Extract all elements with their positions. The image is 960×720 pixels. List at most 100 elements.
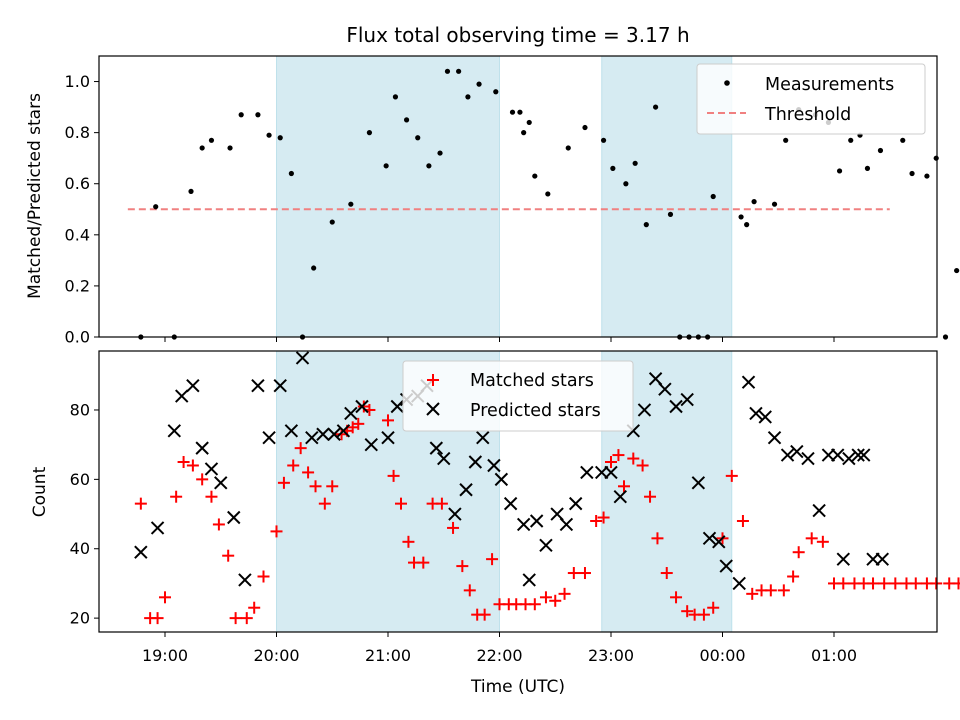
predicted-star-point — [429, 441, 444, 455]
measurement-point — [208, 137, 215, 143]
bottom-y-axis-label: Count — [30, 466, 50, 517]
measurement-point — [456, 68, 462, 74]
predicted-star-point — [613, 489, 627, 504]
predicted-star-point — [336, 424, 351, 438]
predicted-star-point — [134, 545, 148, 559]
bottom-ytick-label: 20 — [70, 609, 90, 628]
top-ytick-label: 0.2 — [65, 276, 90, 295]
predicted-star-point — [273, 378, 287, 393]
matched-star-point — [736, 514, 749, 527]
matched-star-point — [549, 594, 562, 607]
predicted-star-point — [355, 399, 369, 414]
xtick-label: 23:00 — [588, 646, 634, 665]
matched-star-point — [177, 456, 190, 469]
top-y-axis-label: Matched/Predicted stars — [25, 93, 45, 299]
matched-star-point — [644, 490, 657, 503]
predicted-star-point — [167, 424, 181, 438]
matched-star-point — [707, 601, 720, 614]
matched-star-point — [539, 591, 552, 604]
measurement-point — [771, 201, 778, 207]
matched-star-point — [660, 567, 673, 580]
top-ytick-label: 0.6 — [65, 174, 90, 193]
matched-star-point — [222, 549, 235, 562]
matched-star-point — [618, 480, 631, 493]
bottom-ytick-label: 80 — [70, 400, 90, 419]
measurement-point — [383, 163, 389, 169]
xtick-label: 21:00 — [365, 646, 411, 665]
predicted-star-point — [539, 538, 553, 552]
matched-star-point — [478, 608, 491, 621]
matched-star-point — [134, 497, 147, 510]
predicted-star-point — [459, 483, 473, 497]
measurement-point — [255, 112, 261, 118]
matched-star-point — [248, 601, 261, 614]
bottom-axes-frame — [98, 350, 938, 633]
measurement-point — [266, 132, 272, 138]
matched-star-point — [270, 525, 283, 538]
measurement-point — [864, 165, 871, 171]
measurement-point — [517, 109, 523, 115]
matched-star-point — [387, 469, 400, 482]
matched-star-point — [805, 532, 818, 545]
predicted-star-point — [712, 535, 726, 549]
matched-star-point — [486, 553, 499, 566]
measurement-point — [600, 137, 607, 143]
predicted-star-point — [831, 448, 845, 462]
matched-star-point — [318, 497, 331, 510]
predicted-star-point — [251, 378, 265, 393]
measurement-point — [632, 160, 638, 166]
legend-entry-measurements: Measurements — [765, 75, 894, 95]
matched-star-point — [212, 518, 225, 531]
predicted-star-point — [857, 448, 871, 462]
matched-star-point — [725, 469, 738, 482]
matched-star-point — [777, 584, 790, 597]
measurement-point — [532, 173, 538, 179]
measurement-point — [426, 163, 432, 169]
matched-star-point — [787, 570, 800, 583]
measurement-point — [329, 219, 335, 225]
bottom-ytick-label: 40 — [70, 539, 90, 558]
measurement-point — [710, 193, 716, 200]
predicted-star-point — [390, 399, 404, 414]
xtick-label: 20:00 — [253, 646, 299, 665]
measurement-point — [153, 204, 159, 210]
predicted-star-point — [658, 382, 672, 396]
measurement-point — [610, 165, 616, 171]
predicted-star-point — [295, 351, 310, 365]
measurement-point — [848, 137, 854, 143]
bottom-x-ticks: 19:00 20:00 21:00 22:00 23:00 00:00 01:00 — [142, 632, 857, 665]
matched-star-point — [764, 584, 777, 597]
measurement-point — [199, 145, 205, 151]
measurements-legend-marker — [724, 80, 730, 86]
measurement-point — [667, 211, 674, 217]
predicted-star-point — [468, 455, 483, 469]
measurement-point — [942, 334, 949, 340]
matched-star-point — [878, 577, 891, 590]
measurement-point — [924, 173, 930, 179]
predicted-star-point — [780, 448, 795, 462]
matched-star-point — [382, 414, 394, 427]
matched-star-point — [697, 608, 710, 621]
predicted-star-point — [503, 496, 518, 511]
measurement-point — [348, 201, 354, 207]
predicted-star-point — [559, 517, 574, 532]
predicted-star-point — [344, 406, 358, 421]
chart-title: Flux total observing time = 3.17 h — [346, 23, 689, 47]
predicted-star-point — [580, 465, 594, 480]
measurement-point — [909, 170, 915, 177]
matched-star-point — [867, 577, 880, 590]
measurement-points — [138, 68, 960, 340]
measurement-point — [744, 222, 750, 228]
matched-star-point — [909, 577, 922, 590]
measurement-point — [783, 137, 789, 143]
measurement-point — [877, 147, 884, 154]
top-ytick-label: 0.0 — [65, 328, 90, 347]
top-axes-frame — [98, 55, 938, 338]
bottom-panel: 20 40 60 80 19:00 20:00 21:00 22:00 23:00 00:00 0… — [30, 350, 960, 697]
matched-star-point — [578, 567, 591, 580]
predicted-star-point — [204, 462, 219, 476]
measurement-point — [521, 130, 527, 136]
measurement-point — [188, 188, 194, 194]
predicted-star-point — [305, 431, 319, 445]
predicted-star-point — [875, 552, 890, 566]
